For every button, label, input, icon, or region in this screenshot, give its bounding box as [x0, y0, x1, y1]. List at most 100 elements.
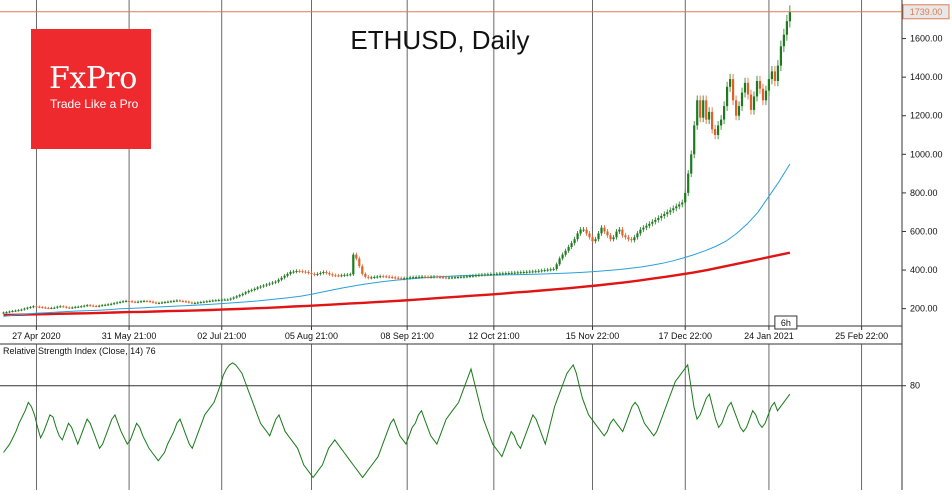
candle-body	[418, 276, 421, 278]
candle-body	[567, 246, 570, 251]
candle-body	[639, 229, 642, 234]
candle-body	[597, 233, 600, 240]
candle-body	[122, 301, 125, 303]
candle-body	[253, 288, 256, 290]
candle-body	[298, 271, 301, 272]
candle-body	[573, 239, 576, 244]
y-tick-label: 1200.00	[910, 111, 943, 121]
candle-body	[507, 273, 510, 274]
candle-body	[516, 272, 519, 274]
candle-body	[229, 298, 232, 300]
cursor-box	[774, 315, 798, 330]
candle-body	[29, 307, 32, 309]
candle-body	[265, 284, 268, 286]
candle-body	[295, 271, 298, 272]
candle-body	[20, 309, 23, 311]
candle-body	[205, 301, 208, 303]
candle-body	[250, 289, 253, 291]
candle-body	[708, 111, 711, 120]
candle-body	[729, 79, 732, 87]
candle-body	[424, 276, 427, 278]
candle-body	[160, 302, 164, 304]
candle-body	[163, 302, 167, 304]
candle-body	[271, 282, 274, 284]
candle-body	[166, 301, 169, 303]
candle-body	[32, 306, 35, 308]
candle-body	[154, 302, 158, 304]
candle-body	[699, 100, 702, 118]
candle-body	[26, 307, 29, 309]
candle-body	[358, 258, 361, 267]
candle-body	[450, 277, 454, 279]
candle-body	[92, 305, 95, 307]
candle-body	[376, 276, 379, 278]
candle-body	[304, 271, 307, 273]
candle-body	[681, 202, 684, 205]
candle-body	[175, 300, 178, 302]
candle-body	[723, 106, 726, 120]
candle-body	[471, 275, 474, 277]
candle-body	[47, 307, 50, 309]
candle-body	[325, 272, 328, 273]
candle-body	[268, 283, 271, 285]
candle-body	[343, 274, 346, 276]
candle-body	[190, 302, 193, 304]
candle-body	[244, 292, 247, 294]
candle-body	[782, 34, 785, 47]
candle-body	[226, 299, 229, 301]
candle-body	[603, 227, 606, 232]
candle-body	[274, 281, 277, 283]
candle-body	[148, 301, 152, 303]
candle-body	[292, 271, 295, 273]
candle-body	[528, 271, 531, 273]
candle-body	[379, 276, 382, 278]
candle-body	[600, 227, 603, 234]
candle-body	[202, 301, 205, 303]
candle-body	[80, 306, 83, 308]
candle-body	[409, 277, 412, 279]
candle-body	[737, 106, 741, 116]
candle-body	[421, 276, 424, 278]
last-price-label: 1739.00	[910, 7, 943, 17]
candle-body	[618, 229, 621, 232]
y-tick-label: 400.00	[910, 265, 938, 275]
candle-body	[95, 305, 98, 307]
candle-body	[142, 300, 146, 302]
candle-body	[382, 276, 385, 278]
candle-body	[474, 275, 477, 277]
y-tick-label: 800.00	[910, 188, 938, 198]
candle-body	[406, 277, 409, 279]
candle-body	[196, 302, 199, 304]
candle-body	[558, 258, 561, 265]
last-price-box	[902, 4, 950, 20]
candle-body	[2, 312, 5, 314]
candle-body	[277, 279, 280, 282]
candle-body	[522, 272, 525, 273]
candle-body	[98, 305, 101, 307]
candle-body	[355, 254, 358, 259]
candle-body	[50, 307, 53, 309]
x-tick-label: 24 Jan 2021	[744, 331, 794, 341]
candle-body	[65, 306, 68, 308]
candle-body	[570, 243, 573, 247]
candle-body	[187, 301, 190, 303]
candle-body	[453, 277, 457, 279]
candle-body	[492, 273, 495, 275]
x-tick-label: 27 Apr 2020	[12, 331, 61, 341]
candle-body	[136, 301, 140, 303]
candle-body	[720, 119, 723, 126]
candle-body	[468, 276, 471, 277]
candle-body	[331, 274, 334, 276]
candle-body	[283, 275, 286, 278]
ma-fast-line	[3, 163, 791, 317]
candle-body	[591, 237, 594, 242]
candle-body	[289, 272, 292, 274]
candle-body	[337, 275, 340, 277]
logo-tagline: Trade Like a Pro	[50, 97, 139, 111]
candle-body	[340, 275, 343, 277]
candle-body	[687, 173, 690, 193]
x-tick-label: 08 Sep 21:00	[380, 331, 434, 341]
candle-body	[232, 297, 235, 299]
